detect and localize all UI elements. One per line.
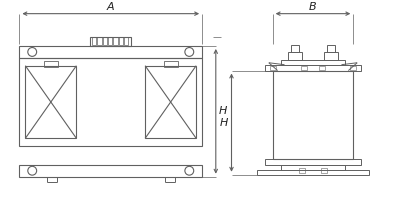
Bar — [349, 66, 355, 70]
Bar — [272, 71, 353, 159]
Bar — [97, 37, 101, 45]
Bar — [90, 37, 131, 46]
Bar — [288, 52, 301, 60]
Bar — [92, 37, 96, 45]
Text: A: A — [107, 2, 114, 12]
Bar — [280, 165, 344, 170]
Bar — [163, 61, 177, 67]
Text: H: H — [220, 118, 228, 128]
Bar — [25, 66, 76, 138]
Bar — [323, 52, 337, 60]
Bar — [124, 37, 128, 45]
Bar — [301, 66, 306, 70]
Bar — [19, 46, 202, 58]
Bar — [145, 66, 196, 138]
Bar — [44, 61, 58, 67]
Text: B: B — [308, 2, 316, 12]
Text: H: H — [218, 106, 227, 116]
Bar — [326, 45, 334, 52]
Bar — [19, 58, 202, 146]
Bar — [113, 37, 117, 45]
Bar — [269, 66, 275, 70]
Bar — [256, 170, 368, 175]
Bar — [320, 168, 326, 173]
Bar — [19, 165, 202, 177]
Bar — [103, 37, 107, 45]
Bar — [119, 37, 123, 45]
Bar — [291, 45, 299, 52]
Bar — [299, 168, 304, 173]
Bar — [318, 66, 324, 70]
Bar — [280, 60, 344, 65]
Bar — [264, 159, 360, 165]
Bar — [264, 65, 360, 71]
Bar — [108, 37, 112, 45]
